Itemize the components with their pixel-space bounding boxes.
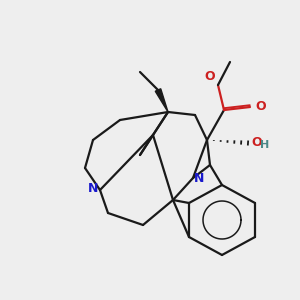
Polygon shape (155, 89, 168, 112)
Text: H: H (260, 140, 269, 150)
Text: O: O (251, 136, 262, 149)
Text: N: N (88, 182, 98, 196)
Text: O: O (255, 100, 266, 113)
Text: N: N (194, 172, 204, 184)
Text: O: O (204, 70, 215, 83)
